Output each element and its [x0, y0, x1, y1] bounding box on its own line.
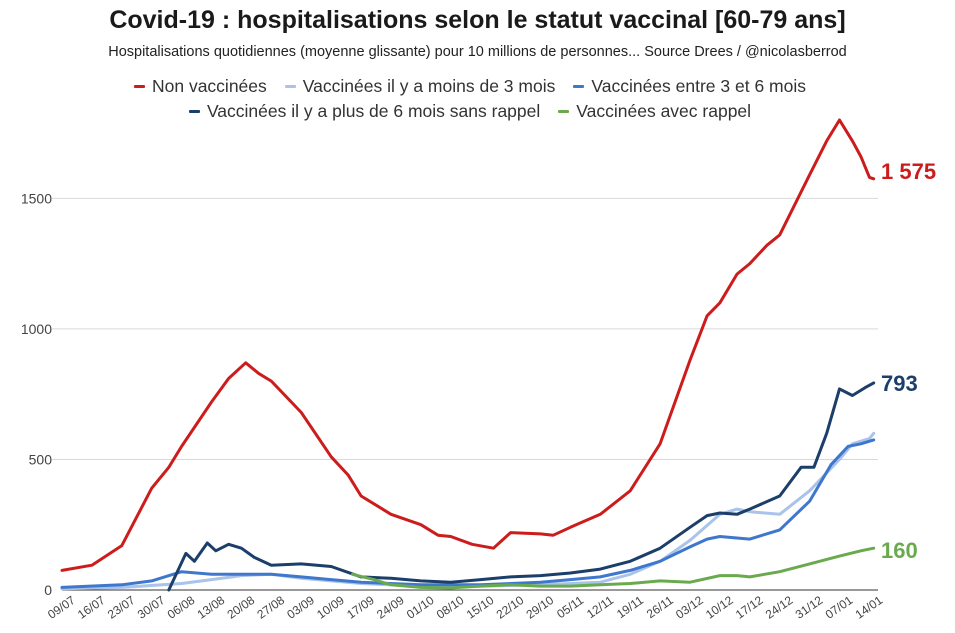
gridlines	[52, 197, 878, 460]
legend-label: Vaccinées il y a plus de 6 mois sans rap…	[206, 101, 541, 121]
series-lines	[60, 118, 876, 592]
series-line-1	[60, 431, 876, 591]
x-tick-label: 24/12	[763, 593, 796, 622]
legend-swatch	[573, 85, 585, 88]
x-tick-label: 22/10	[494, 593, 527, 622]
x-tick-label: 06/08	[165, 593, 198, 622]
legend-label: Vaccinées avec rappel	[576, 101, 752, 121]
x-tick-label: 05/11	[554, 593, 586, 621]
legend-label: Non vaccinées	[151, 76, 267, 96]
x-axis-ticks: 09/0716/0723/0730/0706/0813/0820/0827/08…	[45, 593, 885, 622]
legend-swatch	[558, 110, 570, 113]
y-tick-label: 1500	[21, 190, 52, 206]
series-line-2	[60, 438, 876, 589]
y-tick-label: 500	[29, 451, 53, 467]
x-tick-label: 30/07	[135, 593, 168, 622]
series-line-4	[351, 546, 876, 590]
legend-item-vaccinees-moins-3-mois[interactable]: Vaccinées il y a moins de 3 mois	[284, 76, 556, 97]
series-line-0	[60, 118, 876, 572]
legend-swatch	[284, 85, 296, 88]
legend-swatch	[188, 110, 200, 113]
chart-subtitle: Hospitalisations quotidiennes (moyenne g…	[108, 44, 847, 60]
x-tick-label: 17/09	[344, 593, 377, 622]
x-tick-label: 14/01	[853, 593, 886, 622]
x-tick-label: 03/12	[673, 593, 706, 622]
legend-swatch	[133, 85, 145, 88]
x-tick-label: 19/11	[614, 593, 646, 621]
x-tick-label: 27/08	[254, 593, 287, 622]
legend-item-plus-6-mois-sans-rappel[interactable]: Vaccinées il y a plus de 6 mois sans rap…	[188, 101, 541, 122]
x-tick-label: 10/12	[703, 593, 736, 622]
x-tick-label: 26/11	[644, 593, 676, 621]
series-line-3	[167, 381, 876, 592]
legend-row-1: Non vaccinées Vaccinées il y a moins de …	[40, 74, 900, 99]
y-axis-ticks: 0 500 1000 1500	[21, 190, 52, 598]
x-tick-label: 20/08	[225, 593, 258, 622]
x-tick-label: 17/12	[733, 593, 766, 622]
legend-row-2: Vaccinées il y a plus de 6 mois sans rap…	[40, 99, 900, 124]
end-value-label: 160	[881, 538, 918, 563]
x-tick-label: 08/10	[434, 593, 467, 622]
x-tick-label: 15/10	[464, 593, 497, 622]
end-value-label: 793	[881, 371, 918, 396]
y-tick-label: 1000	[21, 321, 52, 337]
end-value-labels: 1 575 793 160	[881, 159, 936, 563]
x-tick-label: 12/11	[584, 593, 616, 621]
x-tick-label: 16/07	[75, 593, 108, 622]
x-tick-label: 03/09	[284, 593, 317, 622]
chart-legend: Non vaccinées Vaccinées il y a moins de …	[40, 74, 900, 124]
chart-title: Covid-19 : hospitalisations selon le sta…	[109, 6, 846, 34]
x-tick-label: 24/09	[374, 593, 407, 622]
x-tick-label: 23/07	[105, 593, 138, 622]
x-tick-label: 01/10	[404, 593, 437, 622]
x-tick-label: 29/10	[524, 593, 557, 622]
legend-item-non-vaccinees[interactable]: Non vaccinées	[133, 76, 267, 97]
end-value-label: 1 575	[881, 159, 936, 184]
legend-item-avec-rappel[interactable]: Vaccinées avec rappel	[558, 101, 751, 122]
legend-label: Vaccinées il y a moins de 3 mois	[302, 76, 556, 96]
x-tick-label: 31/12	[793, 593, 826, 622]
y-tick-label: 0	[44, 582, 52, 598]
x-tick-label: 10/09	[314, 593, 347, 622]
x-tick-label: 07/01	[823, 593, 856, 622]
legend-item-vaccinees-3-6-mois[interactable]: Vaccinées entre 3 et 6 mois	[573, 76, 806, 97]
legend-label: Vaccinées entre 3 et 6 mois	[591, 76, 806, 96]
x-tick-label: 13/08	[195, 593, 228, 622]
